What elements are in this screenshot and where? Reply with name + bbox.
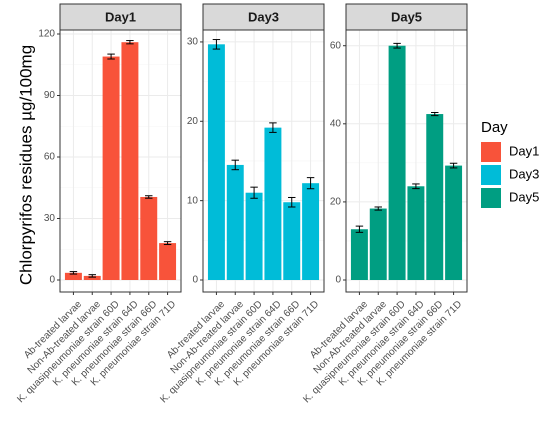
bar xyxy=(407,186,425,280)
bar xyxy=(226,164,244,280)
y-tick-label: 60 xyxy=(330,40,342,51)
legend: Day Day1 Day3 Day5 xyxy=(481,119,539,208)
bar xyxy=(369,208,387,280)
facet-strip xyxy=(59,3,182,31)
y-tick-label: 0 xyxy=(49,275,55,286)
facet-strip xyxy=(202,3,325,31)
panel-border xyxy=(345,29,468,293)
legend-title: Day xyxy=(481,119,508,136)
legend-swatch xyxy=(481,188,501,208)
y-tick-label: 30 xyxy=(44,213,56,224)
bar xyxy=(245,192,263,280)
bar xyxy=(350,229,368,280)
y-tick-label: 10 xyxy=(187,195,199,206)
y-tick-label: 40 xyxy=(330,118,342,129)
bar xyxy=(302,183,320,280)
bar xyxy=(140,196,158,280)
y-tick-label: 60 xyxy=(44,152,56,163)
bar xyxy=(121,42,139,281)
bar xyxy=(207,44,225,280)
bar xyxy=(388,45,406,280)
y-tick-label: 120 xyxy=(38,29,55,40)
y-tick-label: 30 xyxy=(187,37,199,48)
bar xyxy=(102,56,120,280)
facet-strip-label: Day3 xyxy=(248,9,279,24)
legend-label: Day1 xyxy=(509,143,539,158)
bar xyxy=(159,243,177,280)
facet-strip-label: Day1 xyxy=(105,9,136,24)
y-tick-label: 0 xyxy=(335,275,341,286)
y-tick-label: 0 xyxy=(192,275,198,286)
bar xyxy=(426,114,444,280)
y-tick-label: 20 xyxy=(330,197,342,208)
y-axis-title: Chlorpyrifos residues µg/100mg xyxy=(16,45,35,285)
facet-strip-label: Day5 xyxy=(391,9,422,24)
bar xyxy=(264,127,282,281)
bar xyxy=(283,202,301,280)
y-tick-label: 20 xyxy=(187,116,199,127)
legend-label: Day3 xyxy=(509,166,539,181)
legend-swatch xyxy=(481,142,501,162)
panel-border xyxy=(59,29,182,293)
legend-label: Day5 xyxy=(509,189,539,204)
panel-border xyxy=(202,29,325,293)
y-tick-label: 90 xyxy=(44,90,56,101)
facet-strip xyxy=(345,3,468,31)
bar xyxy=(83,275,101,280)
bar xyxy=(445,165,463,280)
bar xyxy=(64,272,82,280)
legend-swatch xyxy=(481,165,501,185)
